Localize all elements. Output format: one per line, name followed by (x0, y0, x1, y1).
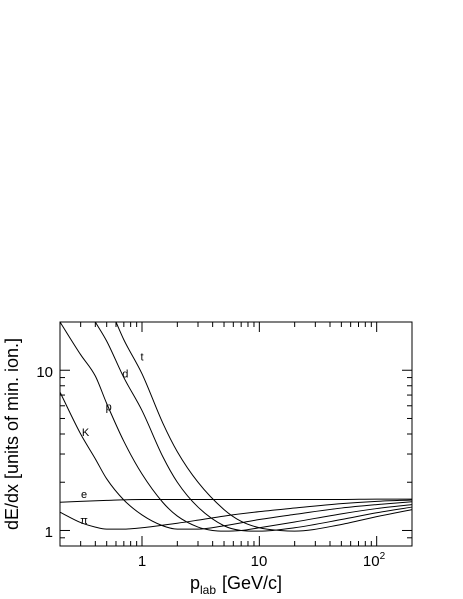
plot-frame (59, 321, 413, 547)
x-axis-title-symbol: p (190, 573, 200, 593)
x-tick-label-100-base: 10 (363, 553, 380, 570)
curve-labels: td p Ke π (80, 352, 143, 527)
y-tick-label-1: 1 (45, 524, 53, 541)
x-axis-title-subscript: lab (200, 583, 216, 597)
x-tick-label-100-exponent: 2 (380, 551, 386, 562)
x-axis-title-unit: [GeV/c] (222, 573, 282, 593)
curve-label-1: d (122, 369, 128, 381)
series-curve-3 (59, 321, 413, 532)
curve-label-5: π (80, 515, 88, 527)
axis-ticks (59, 321, 413, 547)
x-tick-label-1: 1 (138, 553, 146, 570)
curve-label-4: e (81, 489, 87, 501)
series-curve-4 (94, 321, 413, 532)
series-curve-0 (59, 498, 413, 503)
series-curves (59, 321, 413, 532)
curve-label-3: K (82, 427, 90, 439)
curve-label-0: t (140, 352, 143, 364)
series-curve-5 (115, 321, 413, 532)
series-curve-2 (59, 391, 413, 530)
series-curve-1 (59, 499, 413, 530)
curve-label-2: p (106, 402, 112, 414)
x-axis-title: plab [GeV/c] (190, 573, 282, 597)
x-tick-label-10: 10 (251, 553, 268, 570)
y-tick-label-10: 10 (36, 364, 53, 381)
x-tick-label-100: 102 (363, 551, 386, 570)
y-axis-title: dE/dx [units of min. ion.] (2, 338, 22, 530)
